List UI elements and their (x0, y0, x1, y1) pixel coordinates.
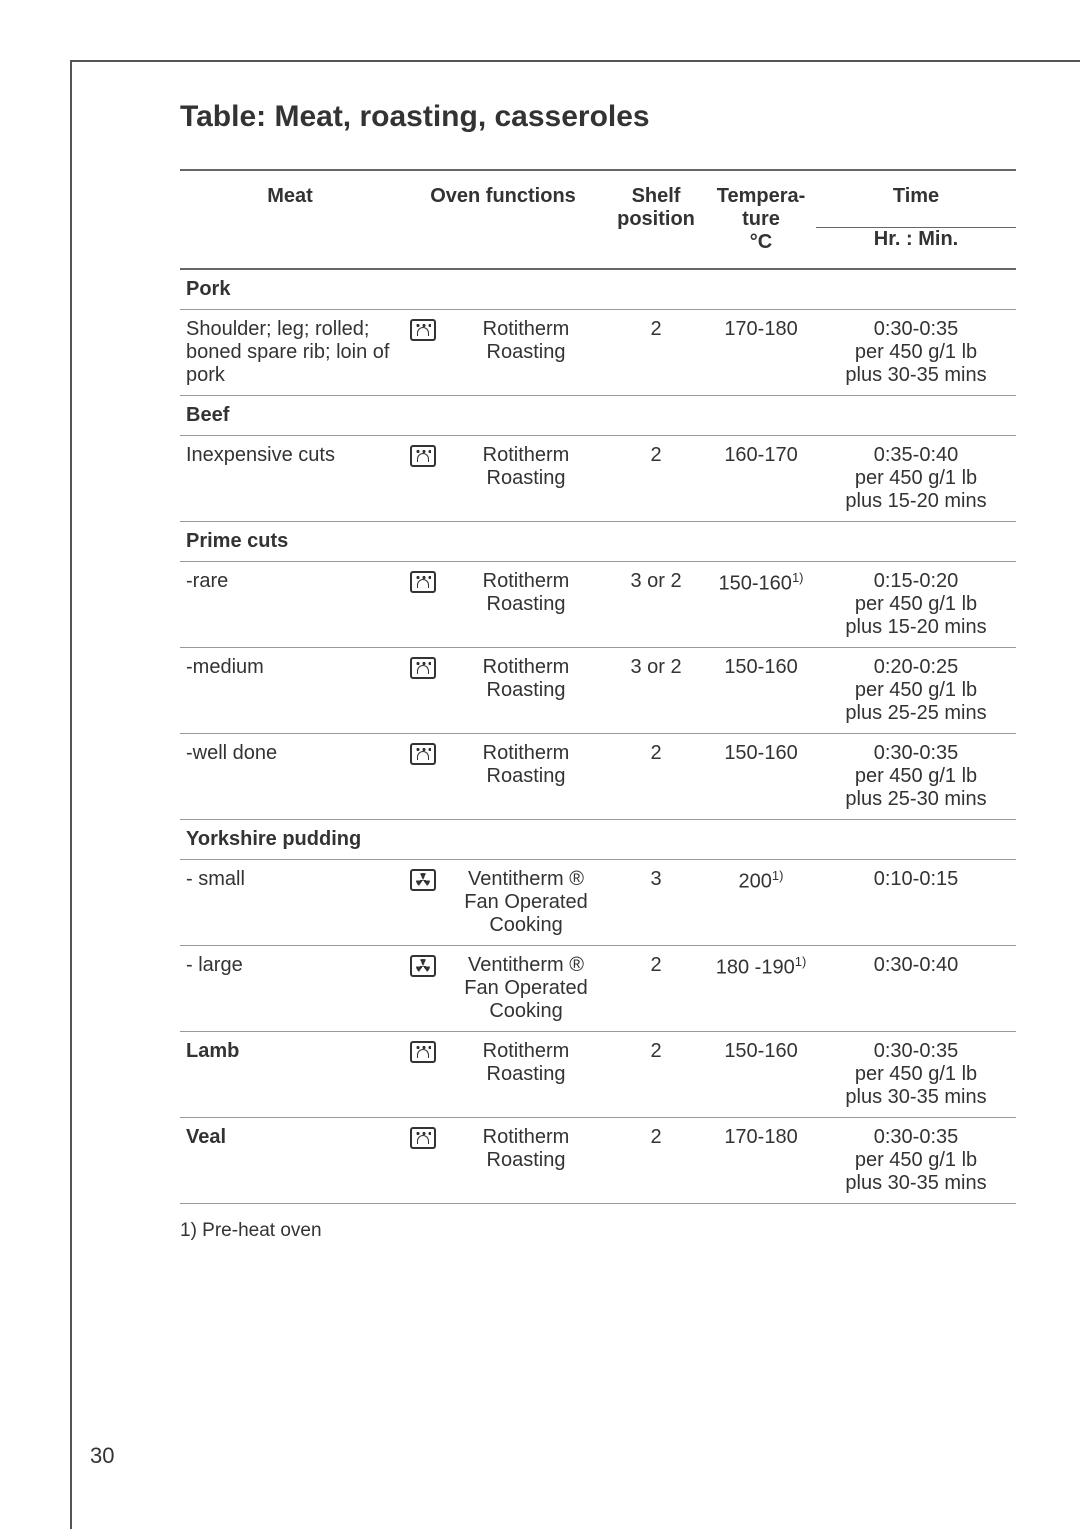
cell-shelf: 2 (606, 1118, 706, 1204)
cell-function: Rotitherm Roasting (446, 734, 606, 820)
cell-icon (400, 734, 446, 820)
rotitherm-icon (410, 571, 436, 593)
table-row: - small Ventitherm ® Fan Operated Cooking… (180, 860, 1016, 946)
cell-meat: Inexpensive cuts (180, 436, 400, 522)
cell-time: 0:30-0:35 per 450 g/1 lb plus 30-35 mins (816, 1032, 1016, 1118)
cell-icon (400, 1032, 446, 1118)
cell-function: Rotitherm Roasting (446, 436, 606, 522)
cell-time: 0:30-0:35 per 450 g/1 lb plus 25-30 mins (816, 734, 1016, 820)
cell-temperature: 180 -1901) (706, 946, 816, 1032)
page-content: Table: Meat, roasting, casseroles Meat O… (130, 80, 990, 1242)
cell-icon (400, 946, 446, 1032)
rotitherm-icon (410, 445, 436, 467)
cell-meat: Lamb (180, 1032, 400, 1118)
cell-icon (400, 436, 446, 522)
table-header: Meat Oven functions Shelf position Tempe… (180, 170, 1016, 269)
cell-time: 0:30-0:35 per 450 g/1 lb plus 30-35 mins (816, 1118, 1016, 1204)
ventitherm-icon (410, 955, 436, 977)
footnote: 1) Pre-heat oven (180, 1220, 990, 1242)
cell-icon (400, 562, 446, 648)
cell-time: 0:30-0:40 (816, 946, 1016, 1032)
section-row: Pork (180, 269, 1016, 310)
cell-temperature: 150-160 (706, 734, 816, 820)
cell-meat: -rare (180, 562, 400, 648)
cell-meat: Shoulder; leg; rolled; boned spare rib; … (180, 310, 400, 396)
section-row: Yorkshire pudding (180, 820, 1016, 860)
page-number: 30 (90, 1443, 114, 1469)
cell-shelf: 2 (606, 734, 706, 820)
section-label: Pork (180, 269, 1016, 310)
table-row: -well done Rotitherm Roasting2150-1600:30… (180, 734, 1016, 820)
temperature-note: 1) (792, 570, 804, 585)
page: Table: Meat, roasting, casseroles Meat O… (0, 0, 1080, 1529)
cell-shelf: 3 or 2 (606, 562, 706, 648)
temperature-note: 1) (795, 954, 807, 969)
cell-function: Rotitherm Roasting (446, 648, 606, 734)
cell-meat: -medium (180, 648, 400, 734)
table-body: PorkShoulder; leg; rolled; boned spare r… (180, 269, 1016, 1204)
temperature-note: 1) (772, 868, 784, 883)
cell-temperature: 150-160 (706, 1032, 816, 1118)
cell-icon (400, 860, 446, 946)
table-row: Shoulder; leg; rolled; boned spare rib; … (180, 310, 1016, 396)
table-row: Inexpensive cuts Rotitherm Roasting2160-1… (180, 436, 1016, 522)
table-row: Lamb Rotitherm Roasting2150-1600:30-0:35 … (180, 1032, 1016, 1118)
section-label: Prime cuts (180, 522, 1016, 562)
cell-meat: -well done (180, 734, 400, 820)
table-row: -medium Rotitherm Roasting3 or 2150-1600:… (180, 648, 1016, 734)
rotitherm-icon (410, 1041, 436, 1063)
table-row: -rare Rotitherm Roasting3 or 2150-1601)0:… (180, 562, 1016, 648)
col-temperature: Tempera- ture °C (706, 170, 816, 269)
cell-shelf: 2 (606, 310, 706, 396)
cell-temperature: 150-1601) (706, 562, 816, 648)
section-row: Prime cuts (180, 522, 1016, 562)
cell-shelf: 3 or 2 (606, 648, 706, 734)
cell-shelf: 2 (606, 1032, 706, 1118)
cell-shelf: 3 (606, 860, 706, 946)
cell-temperature: 160-170 (706, 436, 816, 522)
section-label: Yorkshire pudding (180, 820, 1016, 860)
cell-function: Ventitherm ® Fan Operated Cooking (446, 860, 606, 946)
cell-icon (400, 1118, 446, 1204)
cell-shelf: 2 (606, 946, 706, 1032)
col-meat: Meat (180, 170, 400, 269)
cell-time: 0:10-0:15 (816, 860, 1016, 946)
cell-temperature: 170-180 (706, 1118, 816, 1204)
table-row: - large Ventitherm ® Fan Operated Cooking… (180, 946, 1016, 1032)
cell-function: Rotitherm Roasting (446, 562, 606, 648)
rotitherm-icon (410, 657, 436, 679)
cell-shelf: 2 (606, 436, 706, 522)
cell-time: 0:20-0:25 per 450 g/1 lb plus 25-25 mins (816, 648, 1016, 734)
cell-function: Rotitherm Roasting (446, 1118, 606, 1204)
rotitherm-icon (410, 1127, 436, 1149)
cell-meat: Veal (180, 1118, 400, 1204)
page-title: Table: Meat, roasting, casseroles (180, 100, 990, 134)
section-row: Beef (180, 396, 1016, 436)
cell-time: 0:15-0:20 per 450 g/1 lb plus 15-20 mins (816, 562, 1016, 648)
cooking-table: Meat Oven functions Shelf position Tempe… (180, 169, 1016, 1204)
cell-temperature: 170-180 (706, 310, 816, 396)
rotitherm-icon (410, 319, 436, 341)
cell-time: 0:30-0:35 per 450 g/1 lb plus 30-35 mins (816, 310, 1016, 396)
cell-meat: - large (180, 946, 400, 1032)
cell-time: 0:35-0:40 per 450 g/1 lb plus 15-20 mins (816, 436, 1016, 522)
cell-function: Rotitherm Roasting (446, 310, 606, 396)
cell-function: Ventitherm ® Fan Operated Cooking (446, 946, 606, 1032)
cell-function: Rotitherm Roasting (446, 1032, 606, 1118)
table-row: Veal Rotitherm Roasting2170-1800:30-0:35 … (180, 1118, 1016, 1204)
rotitherm-icon (410, 743, 436, 765)
cell-temperature: 2001) (706, 860, 816, 946)
col-time: Time (816, 170, 1016, 227)
ventitherm-icon (410, 869, 436, 891)
col-oven-functions: Oven functions (400, 170, 606, 269)
col-time-sub: Hr. : Min. (816, 227, 1016, 269)
section-label: Beef (180, 396, 1016, 436)
cell-meat: - small (180, 860, 400, 946)
cell-icon (400, 648, 446, 734)
col-shelf: Shelf position (606, 170, 706, 269)
cell-temperature: 150-160 (706, 648, 816, 734)
cell-icon (400, 310, 446, 396)
